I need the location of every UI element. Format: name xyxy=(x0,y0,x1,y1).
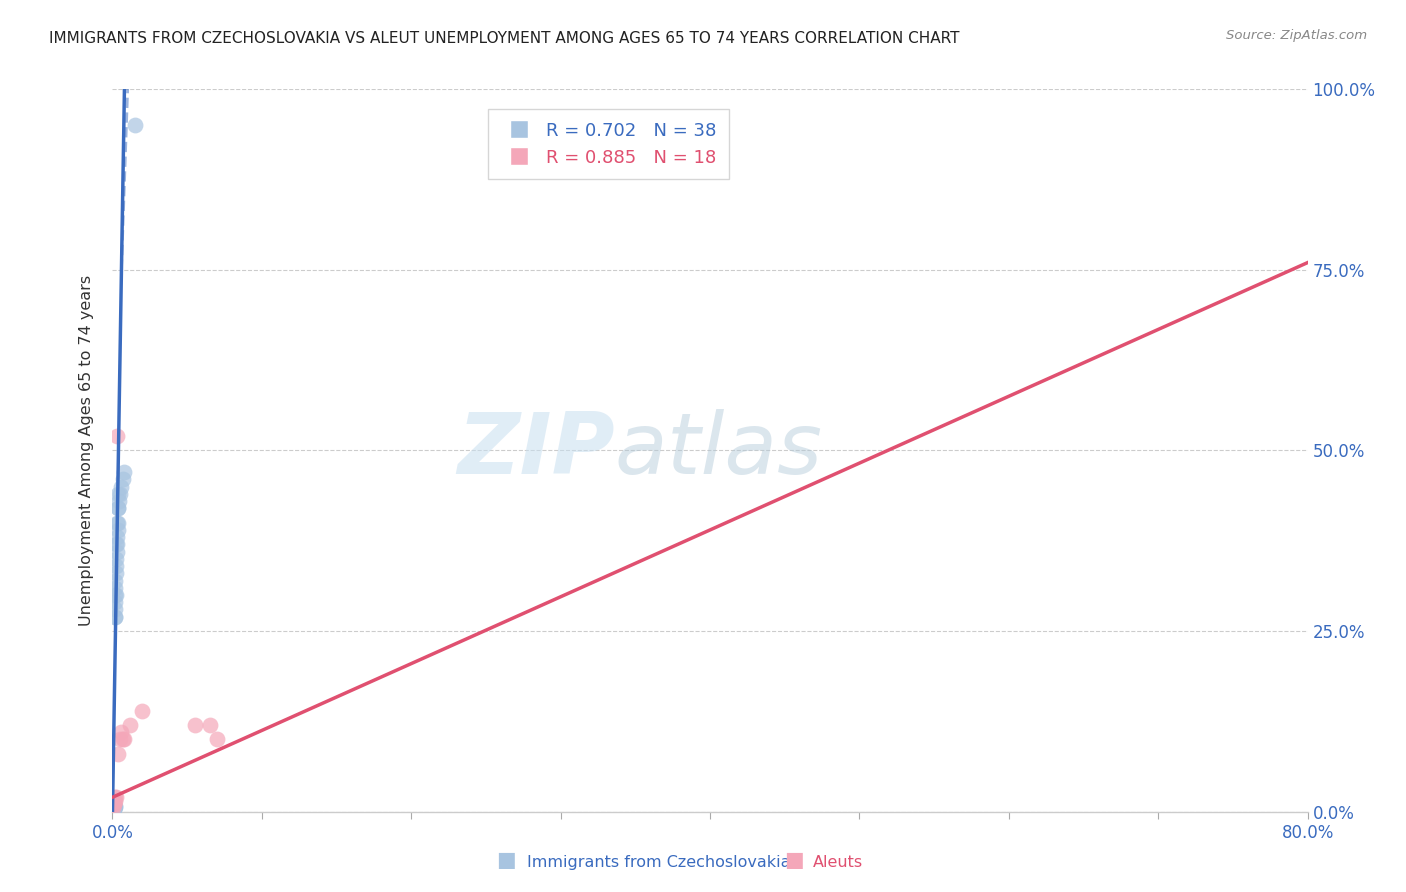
Point xyxy=(183,718,205,732)
Point xyxy=(104,790,127,805)
Point xyxy=(104,794,127,808)
Point xyxy=(104,551,127,566)
Point xyxy=(104,609,127,624)
Point xyxy=(103,797,125,812)
Legend: R = 0.702   N = 38, R = 0.885   N = 18: R = 0.702 N = 38, R = 0.885 N = 18 xyxy=(488,109,728,179)
Point xyxy=(105,516,128,530)
Point xyxy=(198,718,221,732)
Point xyxy=(103,802,125,816)
Point xyxy=(111,472,134,486)
Point xyxy=(108,732,131,747)
Point xyxy=(114,732,135,747)
Point xyxy=(103,801,125,815)
Point xyxy=(103,801,125,815)
Point xyxy=(103,801,125,815)
Text: Immigrants from Czechoslovakia: Immigrants from Czechoslovakia xyxy=(527,855,790,870)
Point xyxy=(103,799,125,814)
Point xyxy=(104,588,127,602)
Y-axis label: Unemployment Among Ages 65 to 74 years: Unemployment Among Ages 65 to 74 years xyxy=(79,275,94,626)
Point xyxy=(110,725,132,739)
Point xyxy=(104,602,127,616)
Point xyxy=(105,537,128,551)
Point xyxy=(131,704,153,718)
Point xyxy=(104,595,127,609)
Point xyxy=(105,544,128,558)
Point xyxy=(108,487,131,501)
Text: atlas: atlas xyxy=(614,409,823,492)
Point xyxy=(114,465,135,479)
Point xyxy=(108,494,131,508)
Point xyxy=(104,799,127,814)
Point xyxy=(103,794,125,808)
Point xyxy=(107,501,129,516)
Point xyxy=(107,487,129,501)
Point xyxy=(120,718,142,732)
Point xyxy=(107,523,129,537)
Point xyxy=(104,574,127,588)
Point xyxy=(105,537,128,551)
Point xyxy=(107,516,129,530)
Point xyxy=(104,566,127,581)
Point xyxy=(105,429,128,443)
Point xyxy=(111,732,134,747)
Text: Source: ZipAtlas.com: Source: ZipAtlas.com xyxy=(1226,29,1367,42)
Point xyxy=(107,501,129,516)
Point xyxy=(104,581,127,595)
Point xyxy=(104,609,127,624)
Point xyxy=(205,732,228,747)
Point xyxy=(103,797,125,812)
Text: IMMIGRANTS FROM CZECHOSLOVAKIA VS ALEUT UNEMPLOYMENT AMONG AGES 65 TO 74 YEARS C: IMMIGRANTS FROM CZECHOSLOVAKIA VS ALEUT … xyxy=(49,31,960,46)
Point xyxy=(124,119,146,133)
Point xyxy=(103,800,125,814)
Point xyxy=(105,530,128,544)
Point xyxy=(105,559,128,574)
Point xyxy=(103,801,125,815)
Point xyxy=(103,800,125,814)
Point xyxy=(105,790,128,805)
Point xyxy=(103,799,125,814)
Text: ■: ■ xyxy=(785,850,804,870)
Point xyxy=(103,801,125,815)
Point xyxy=(103,800,125,814)
Point xyxy=(107,747,129,761)
Text: ZIP: ZIP xyxy=(457,409,614,492)
Point xyxy=(110,480,132,494)
Point xyxy=(105,588,128,602)
Text: ■: ■ xyxy=(496,850,516,870)
Text: Aleuts: Aleuts xyxy=(813,855,863,870)
